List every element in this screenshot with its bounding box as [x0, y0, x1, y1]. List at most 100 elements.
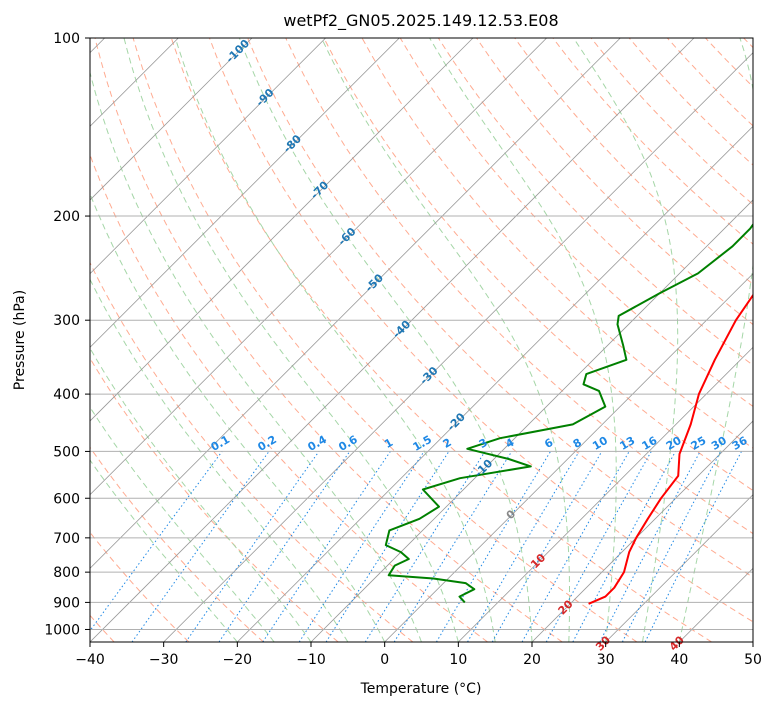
- isotherm-line: [90, 38, 326, 275]
- x-tick-label: 50: [744, 652, 762, 668]
- y-tick-label: 500: [53, 444, 80, 460]
- isotherm-line: [90, 38, 400, 348]
- mixing-ratio-line: [262, 451, 391, 642]
- mixing-ratio-line: [621, 451, 722, 642]
- isotherm-label: -90: [253, 86, 276, 109]
- dry-adiabat-line: [90, 531, 190, 642]
- isotherm-line: [384, 273, 753, 642]
- dry-adiabat-line: [475, 38, 753, 326]
- dry-adiabat-line: [208, 38, 753, 623]
- dry-adiabat-line: [399, 38, 753, 408]
- y-tick-label: 100: [53, 31, 80, 47]
- mixing-ratio-line: [90, 451, 223, 632]
- y-tick-label: 200: [53, 209, 80, 225]
- mixing-ratio-label: 10: [590, 434, 610, 453]
- y-tick-label: 800: [53, 565, 80, 581]
- dry-adiabat-line: [90, 261, 414, 642]
- moist-adiabat-line: [429, 38, 617, 642]
- temperature-profile-line: [588, 293, 753, 605]
- mixing-ratio-line: [521, 451, 630, 642]
- moist-adiabat-line: [573, 38, 679, 642]
- mixing-ratio-label: 0.6: [336, 433, 360, 454]
- mixing-ratio-label: 0.4: [306, 433, 330, 454]
- dry-adiabat-line: [323, 38, 753, 492]
- mixing-ratio-line: [131, 451, 270, 642]
- moist-adiabat-line: [238, 38, 533, 642]
- isotherm-line: [237, 125, 753, 642]
- y-tick-label: 600: [53, 491, 80, 507]
- isotherm-line: [90, 38, 547, 496]
- mixing-ratio-line: [364, 451, 486, 642]
- dry-adiabat-line: [90, 446, 264, 642]
- mixing-ratio-label: 6: [542, 436, 555, 451]
- x-tick-label: 10: [449, 652, 467, 668]
- moist-adiabat-line: [174, 38, 496, 642]
- isotherm-label: -40: [390, 318, 413, 341]
- y-tick-label: 300: [53, 313, 80, 329]
- moist-adiabat-line: [90, 192, 386, 642]
- x-tick-label: −20: [223, 652, 253, 668]
- dry-adiabat-line: [90, 153, 488, 642]
- moist-adiabat-line: [90, 459, 238, 642]
- dry-adiabat-line: [704, 38, 753, 88]
- mixing-ratio-line: [298, 451, 425, 642]
- dry-adiabat-line: [590, 38, 753, 206]
- isotherm-line: [90, 38, 253, 201]
- moist-adiabat-line: [90, 278, 349, 642]
- mixing-ratio-line: [572, 451, 676, 642]
- y-tick-label: 1000: [44, 622, 80, 638]
- x-tick-label: −10: [296, 652, 326, 668]
- plot-frame: [89, 37, 754, 643]
- isotherm-line: [605, 494, 753, 642]
- x-tick-label: 30: [597, 652, 615, 668]
- y-tick-label: 400: [53, 387, 80, 403]
- dry-adiabat-line: [437, 38, 753, 366]
- isotherm-label: 30: [593, 633, 613, 653]
- isotherm-label: 20: [556, 597, 576, 617]
- mixing-ratio-line: [185, 451, 320, 642]
- isotherm-line: [90, 38, 695, 642]
- mixing-ratio-line: [644, 451, 742, 642]
- mixing-ratio-line: [599, 451, 701, 642]
- mixing-ratio-label: 1: [382, 436, 395, 451]
- mixing-ratio-label: 25: [689, 434, 709, 453]
- y-axis-title: Pressure (hPa): [12, 290, 28, 390]
- dry-adiabat-line: [552, 38, 753, 245]
- moist-adiabat-line: [321, 38, 571, 642]
- mixing-ratio-label: 16: [640, 434, 660, 453]
- moist-adiabat-line: [90, 406, 275, 642]
- y-tick-label: 900: [53, 595, 80, 611]
- dry-adiabat-line: [628, 38, 753, 166]
- dry-adiabat-line: [90, 357, 339, 642]
- dewpoint-profile-line: [384, 222, 753, 604]
- moist-adiabat-line: [678, 38, 753, 642]
- x-tick-label: 20: [523, 652, 541, 668]
- mixing-ratio-line: [545, 451, 652, 642]
- isotherm-line: [531, 420, 753, 642]
- isotherm-label: -100: [223, 37, 252, 66]
- x-tick-label: 0: [380, 652, 389, 668]
- isotherm-label: -50: [363, 271, 386, 294]
- y-tick-label: 700: [53, 531, 80, 547]
- mixing-ratio-label: 0.1: [209, 433, 232, 454]
- isotherm-line: [679, 567, 753, 642]
- isotherm-line: [90, 38, 621, 569]
- moist-adiabat-line: [90, 70, 422, 642]
- isotherm-label: -20: [445, 410, 468, 433]
- isotherm-line: [310, 199, 753, 642]
- moist-adiabat-line: [90, 347, 312, 642]
- mixing-ratio-label: 0.2: [256, 433, 279, 454]
- x-tick-label: −40: [75, 652, 105, 668]
- x-tick-label: −30: [149, 652, 179, 668]
- isotherm-line: [752, 641, 753, 642]
- x-axis-title: Temperature (°C): [360, 681, 482, 697]
- dry-adiabat-line: [94, 38, 563, 642]
- x-tick-label: 40: [670, 652, 688, 668]
- dry-adiabat-line: [514, 38, 753, 285]
- isotherm-label: -30: [417, 364, 440, 387]
- isotherm-label: -60: [335, 225, 358, 248]
- mixing-ratio-label: 36: [730, 434, 750, 453]
- isotherm-label: 0: [504, 507, 519, 522]
- dry-adiabat-line: [361, 38, 753, 449]
- dry-adiabat-line: [742, 38, 753, 49]
